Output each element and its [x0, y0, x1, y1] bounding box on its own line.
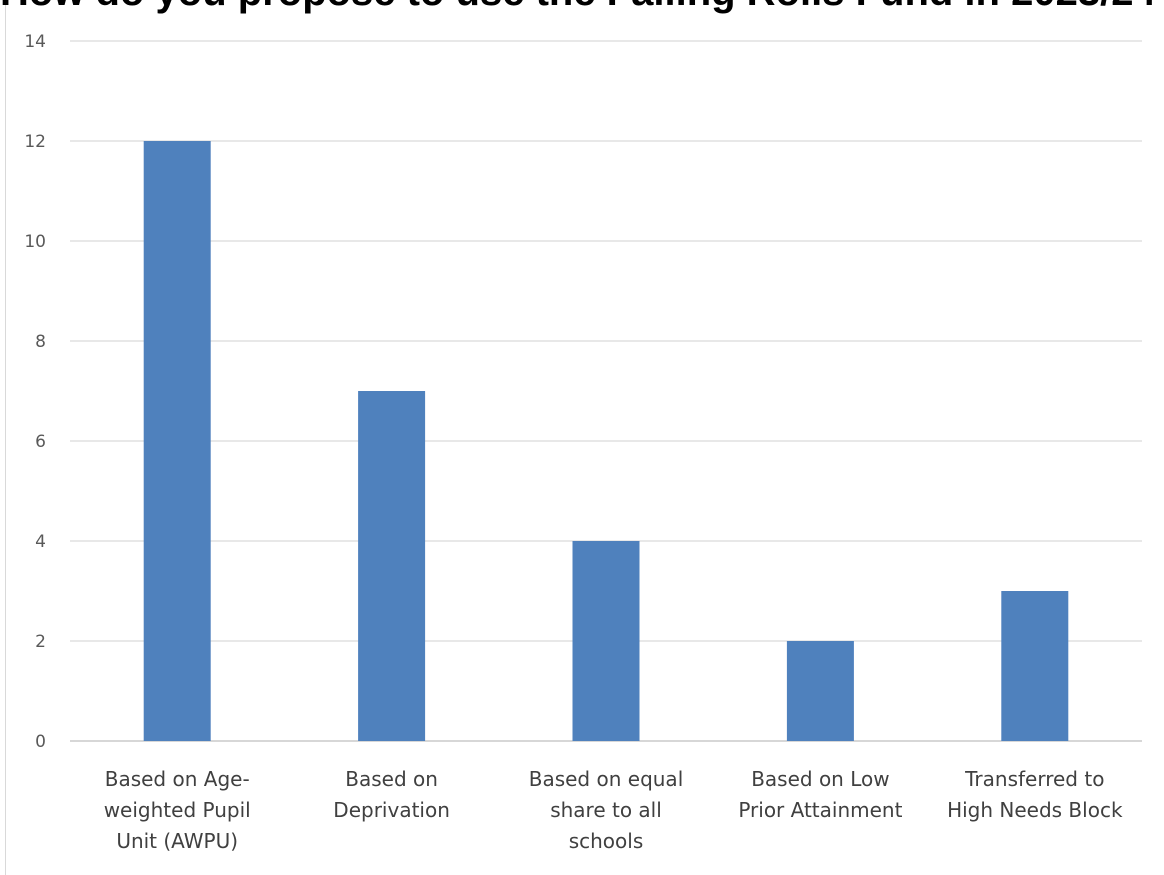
y-tick-label: 0 — [35, 732, 46, 752]
y-axis-ticks: 0 2 4 6 8 10 12 14 — [24, 32, 46, 752]
y-tick-label: 12 — [24, 132, 46, 152]
x-category-label-line: Prior Attainment — [738, 798, 902, 822]
bar — [1001, 591, 1069, 741]
x-category-label-line: Based on Low — [751, 767, 889, 791]
y-tick-label: 8 — [35, 332, 46, 352]
x-category-label-line: Transferred to — [964, 767, 1104, 791]
x-category-label: Based on Deprivation — [333, 767, 450, 822]
x-axis-labels: Based on Age-weighted Pupil Unit (AWPU)Ba… — [104, 767, 1123, 853]
x-category-label: Based on Low Prior Attainment — [738, 767, 902, 822]
y-tick-label: 10 — [24, 232, 46, 252]
x-category-label: Based on equal share to all schools — [529, 767, 684, 853]
x-category-label-line: Deprivation — [333, 798, 450, 822]
x-category-label-line: share to all — [550, 798, 662, 822]
x-category-label-line: schools — [569, 829, 644, 853]
y-tick-label: 2 — [35, 632, 46, 652]
bar — [143, 141, 211, 741]
y-tick-label: 14 — [24, 32, 46, 52]
x-category-label-line: Unit (AWPU) — [116, 829, 238, 853]
x-category-label: Based on Age-weighted Pupil Unit (AWPU) — [104, 767, 251, 853]
chart-title: How do you propose to use the Falling Ro… — [0, 0, 1164, 15]
bar — [358, 391, 426, 741]
x-category-label-line: Based on Age- — [105, 767, 250, 791]
x-category-label-line: weighted Pupil — [104, 798, 251, 822]
bars — [143, 141, 1069, 741]
y-tick-label: 6 — [35, 432, 46, 452]
x-category-label-line: High Needs Block — [947, 798, 1123, 822]
x-category-label-line: Based on equal — [529, 767, 684, 791]
bar — [786, 641, 854, 741]
y-tick-label: 4 — [35, 532, 46, 552]
bar — [572, 541, 640, 741]
x-category-label-line: Based on — [345, 767, 438, 791]
x-category-label: Transferred to High Needs Block — [947, 767, 1123, 822]
